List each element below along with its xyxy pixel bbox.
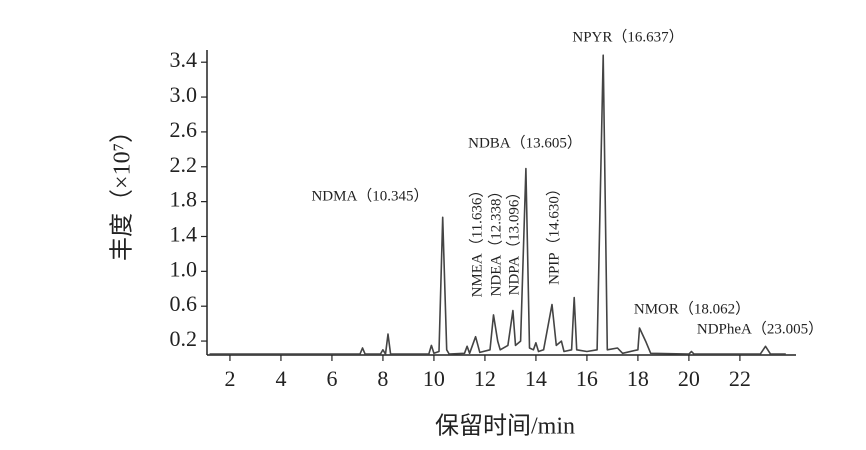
y-tick-label: 3.4: [170, 47, 198, 72]
x-tick-label: 18: [627, 366, 649, 391]
chromatogram-line: [209, 54, 786, 355]
peak-label: NDPheA（23.005）: [697, 320, 823, 337]
peak-label: NDBA（13.605）: [468, 134, 582, 151]
y-tick-label: 2.2: [170, 152, 198, 177]
peak-label: NDPA（13.096）: [505, 185, 522, 296]
y-tick-label: 1.0: [170, 256, 198, 281]
peak-label: NPYR（16.637）: [572, 28, 683, 45]
peak-label: NDEA（12.338）: [487, 184, 504, 297]
x-axis-title: 保留时间/min: [435, 413, 575, 440]
y-tick-label: 1.4: [170, 222, 198, 247]
y-tick-label: 2.6: [170, 117, 198, 142]
y-axis-title: 丰度（×10⁷）: [109, 119, 136, 261]
x-tick-label: 6: [326, 366, 337, 391]
y-tick-label: 3.0: [170, 82, 198, 107]
y-tick-label: 0.2: [170, 326, 198, 351]
x-tick-label: 20: [678, 366, 700, 391]
peak-label: NDMA（10.345）: [311, 187, 428, 204]
x-tick-label: 12: [474, 366, 496, 391]
x-tick-label: 22: [729, 366, 751, 391]
x-tick-label: 10: [423, 366, 445, 391]
y-tick-label: 1.8: [170, 187, 198, 212]
x-tick-label: 14: [525, 366, 547, 391]
peak-label: NMEA（11.636）: [468, 183, 485, 298]
y-tick-label: 0.6: [170, 291, 198, 316]
x-tick-label: 8: [377, 366, 388, 391]
peak-label: NMOR（18.062）: [634, 300, 750, 317]
x-tick-label: 2: [224, 366, 235, 391]
x-tick-label: 4: [275, 366, 286, 391]
peak-label: NPIP（14.630）: [545, 181, 562, 285]
x-tick-label: 16: [576, 366, 598, 391]
